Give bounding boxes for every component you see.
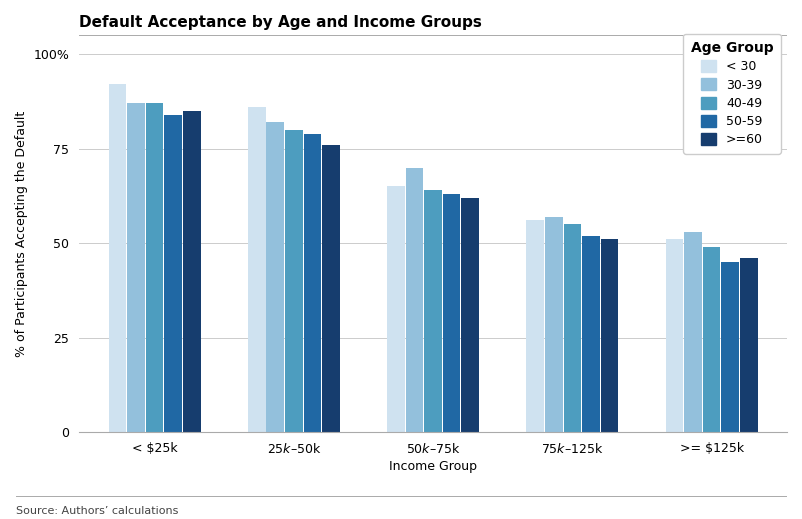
Bar [304,133,322,432]
Bar [424,190,442,432]
Bar [582,236,600,432]
Bar [564,224,581,432]
Legend: < 30, 30-39, 40-49, 50-59, >=60: < 30, 30-39, 40-49, 50-59, >=60 [683,34,781,154]
Text: Source: Authors’ calculations: Source: Authors’ calculations [16,507,178,516]
Bar [740,258,758,432]
Bar [128,103,145,432]
Bar [387,186,405,432]
Bar [285,130,302,432]
Bar [183,111,200,432]
Bar [601,239,618,432]
Bar [526,221,544,432]
Y-axis label: % of Participants Accepting the Default: % of Participants Accepting the Default [15,111,28,357]
Bar [322,145,340,432]
Bar [146,103,164,432]
Bar [703,247,720,432]
Bar [108,85,126,432]
Bar [443,194,460,432]
Bar [266,122,284,432]
Bar [164,115,182,432]
Bar [406,168,423,432]
Text: Default Acceptance by Age and Income Groups: Default Acceptance by Age and Income Gro… [79,15,482,30]
Bar [545,216,562,432]
Bar [684,232,702,432]
Bar [666,239,683,432]
X-axis label: Income Group: Income Group [389,460,477,473]
Bar [461,198,479,432]
Bar [248,107,265,432]
Bar [721,262,739,432]
